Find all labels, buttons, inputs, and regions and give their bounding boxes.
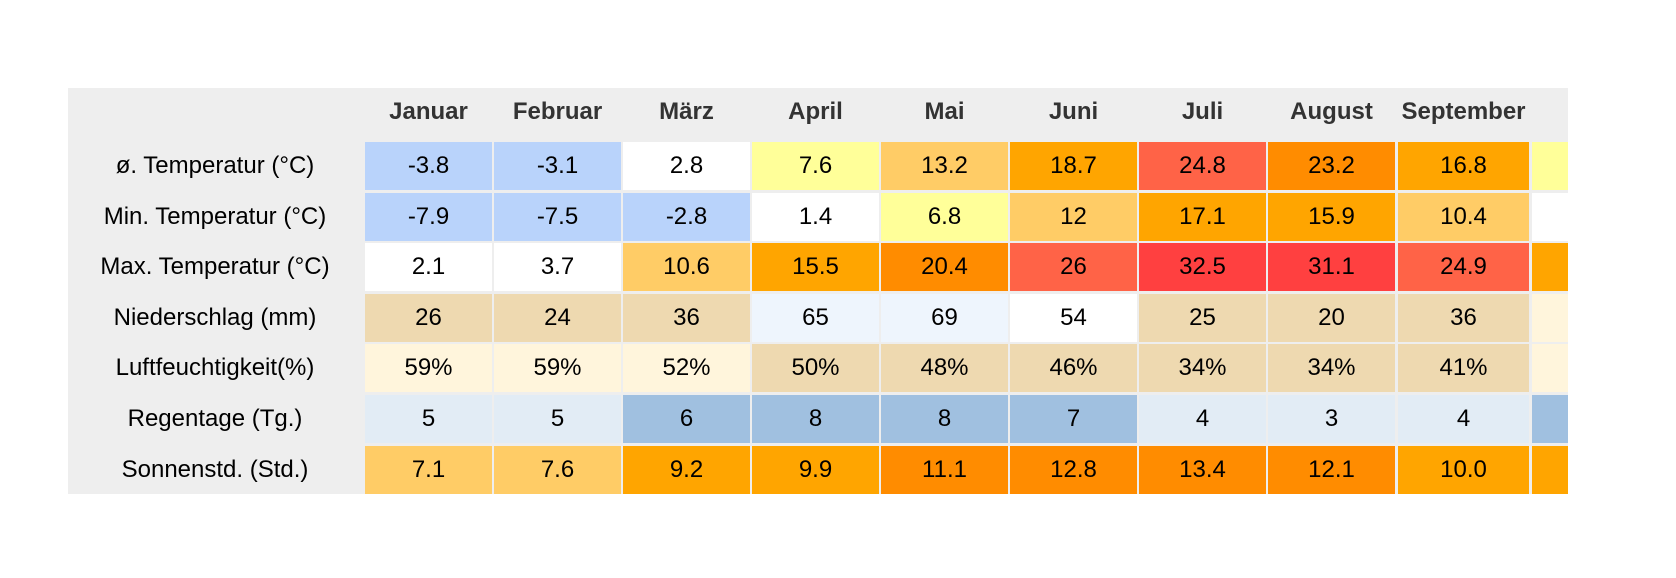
table-cell: 3 xyxy=(1268,395,1395,443)
table-cell: 41% xyxy=(1398,344,1529,393)
table-cell: -2.8 xyxy=(623,192,750,241)
column-header: Januar xyxy=(389,98,468,125)
table-cell: 31.1 xyxy=(1268,243,1395,292)
table-cell: 7.1 xyxy=(365,445,492,494)
row-label: Luftfeuchtigkeit(%) xyxy=(115,354,315,382)
table-cell: 2.8 xyxy=(623,142,750,190)
table-cell: 52% xyxy=(623,344,750,393)
table-cell: 25 xyxy=(1139,293,1266,342)
table-cell: 50% xyxy=(752,344,879,393)
table-cell: 20 xyxy=(1268,293,1395,342)
table-cell: 13.2 xyxy=(881,142,1008,190)
table-cell: 9.2 xyxy=(623,445,750,494)
table-cell: 26 xyxy=(1010,243,1137,292)
table-cell: 15.5 xyxy=(752,243,879,292)
table-cell: 11.1 xyxy=(881,445,1008,494)
row-label: Niederschlag (mm) xyxy=(113,303,317,331)
table-cell: 4 xyxy=(1139,395,1266,443)
column-header: Mai xyxy=(924,98,965,125)
crop-edge xyxy=(1568,0,1676,578)
table-cell: 36 xyxy=(623,293,750,342)
table-cell: 26 xyxy=(365,293,492,342)
table-cell: 6 xyxy=(623,395,750,443)
table-cell: 24.9 xyxy=(1398,243,1529,292)
table-cell: -3.8 xyxy=(365,142,492,190)
table-cell: 34% xyxy=(1139,344,1266,393)
table-cell: 15.9 xyxy=(1268,192,1395,241)
column-header: Juli xyxy=(1181,98,1224,125)
table-cell: 20.4 xyxy=(881,243,1008,292)
column-header: August xyxy=(1290,98,1373,125)
table-cell: 46% xyxy=(1010,344,1137,393)
column-header: Juni xyxy=(1048,98,1099,125)
table-cell: 1.4 xyxy=(752,192,879,241)
table-cell: 5 xyxy=(365,395,492,443)
table-cell: 59% xyxy=(494,344,621,393)
table-cell: 10.0 xyxy=(1398,445,1529,494)
table-cell: 10.4 xyxy=(1398,192,1529,241)
table-cell: 23.2 xyxy=(1268,142,1395,190)
table-cell: 7.6 xyxy=(494,445,621,494)
table-cell: 32.5 xyxy=(1139,243,1266,292)
table-cell: 5 xyxy=(494,395,621,443)
table-cell: 3.7 xyxy=(494,243,621,292)
table-cell: 7 xyxy=(1010,395,1137,443)
table-cell: 65 xyxy=(752,293,879,342)
table-cell: 18.7 xyxy=(1010,142,1137,190)
table-cell: -7.5 xyxy=(494,192,621,241)
column-header: März xyxy=(659,98,714,125)
table-cell: -7.9 xyxy=(365,192,492,241)
row-label: Max. Temperatur (°C) xyxy=(100,253,330,281)
table-cell: 7.6 xyxy=(752,142,879,190)
table-cell: 24.8 xyxy=(1139,142,1266,190)
row-label: Sonnenstd. (Std.) xyxy=(121,455,309,483)
row-label: ø. Temperatur (°C) xyxy=(115,152,315,179)
table-cell: 12 xyxy=(1010,192,1137,241)
table-cell: 12.8 xyxy=(1010,445,1137,494)
table-cell: 10.6 xyxy=(623,243,750,292)
row-label: Regentage (Tg.) xyxy=(127,405,303,432)
table-cell: 36 xyxy=(1398,293,1529,342)
table-cell: 8 xyxy=(881,395,1008,443)
column-header: Februar xyxy=(512,98,603,125)
table-cell: 13.4 xyxy=(1139,445,1266,494)
table-cell: 34% xyxy=(1268,344,1395,393)
table-cell: 48% xyxy=(881,344,1008,393)
table-cell: 16.8 xyxy=(1398,142,1529,190)
table-cell: -3.1 xyxy=(494,142,621,190)
column-header: September xyxy=(1401,98,1526,125)
row-label: Min. Temperatur (°C) xyxy=(103,202,327,230)
table-cell: 9.9 xyxy=(752,445,879,494)
table-cell: 8 xyxy=(752,395,879,443)
table-cell: 59% xyxy=(365,344,492,393)
table-cell: 24 xyxy=(494,293,621,342)
table-cell: 54 xyxy=(1010,293,1137,342)
table-cell: 12.1 xyxy=(1268,445,1395,494)
table-cell: 2.1 xyxy=(365,243,492,292)
table-cell: 69 xyxy=(881,293,1008,342)
table-cell: 4 xyxy=(1398,395,1529,443)
table-cell: 17.1 xyxy=(1139,192,1266,241)
column-header: April xyxy=(788,98,843,125)
table-cell: 6.8 xyxy=(881,192,1008,241)
